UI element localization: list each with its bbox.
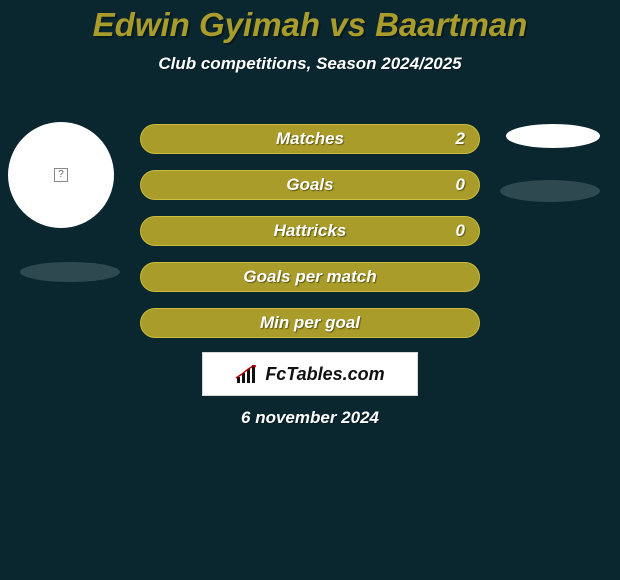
brand-badge: FcTables.com bbox=[202, 352, 418, 396]
stats-container: Matches 2 Goals 0 Hattricks 0 Goals per … bbox=[140, 124, 480, 354]
stat-label: Goals per match bbox=[243, 267, 376, 287]
brand-text: FcTables.com bbox=[265, 364, 384, 385]
stat-value: 0 bbox=[456, 221, 465, 241]
stat-bar-min-per-goal: Min per goal bbox=[140, 308, 480, 338]
bar-chart-icon bbox=[235, 363, 261, 385]
stat-bar-hattricks: Hattricks 0 bbox=[140, 216, 480, 246]
player-left-shadow bbox=[20, 262, 120, 282]
stat-bar-goals: Goals 0 bbox=[140, 170, 480, 200]
stat-label: Min per goal bbox=[260, 313, 360, 333]
subtitle: Club competitions, Season 2024/2025 bbox=[0, 54, 620, 74]
stat-bar-goals-per-match: Goals per match bbox=[140, 262, 480, 292]
missing-image-icon: ? bbox=[54, 168, 68, 182]
stat-value: 0 bbox=[456, 175, 465, 195]
date-stamp: 6 november 2024 bbox=[0, 408, 620, 428]
stat-bar-matches: Matches 2 bbox=[140, 124, 480, 154]
page-title: Edwin Gyimah vs Baartman bbox=[0, 0, 620, 44]
stat-label: Goals bbox=[286, 175, 333, 195]
stat-value: 2 bbox=[456, 129, 465, 149]
stat-label: Matches bbox=[276, 129, 344, 149]
stat-label: Hattricks bbox=[274, 221, 347, 241]
player-right-avatar bbox=[506, 124, 600, 148]
player-left-avatar: ? bbox=[8, 122, 114, 228]
player-right-shadow bbox=[500, 180, 600, 202]
